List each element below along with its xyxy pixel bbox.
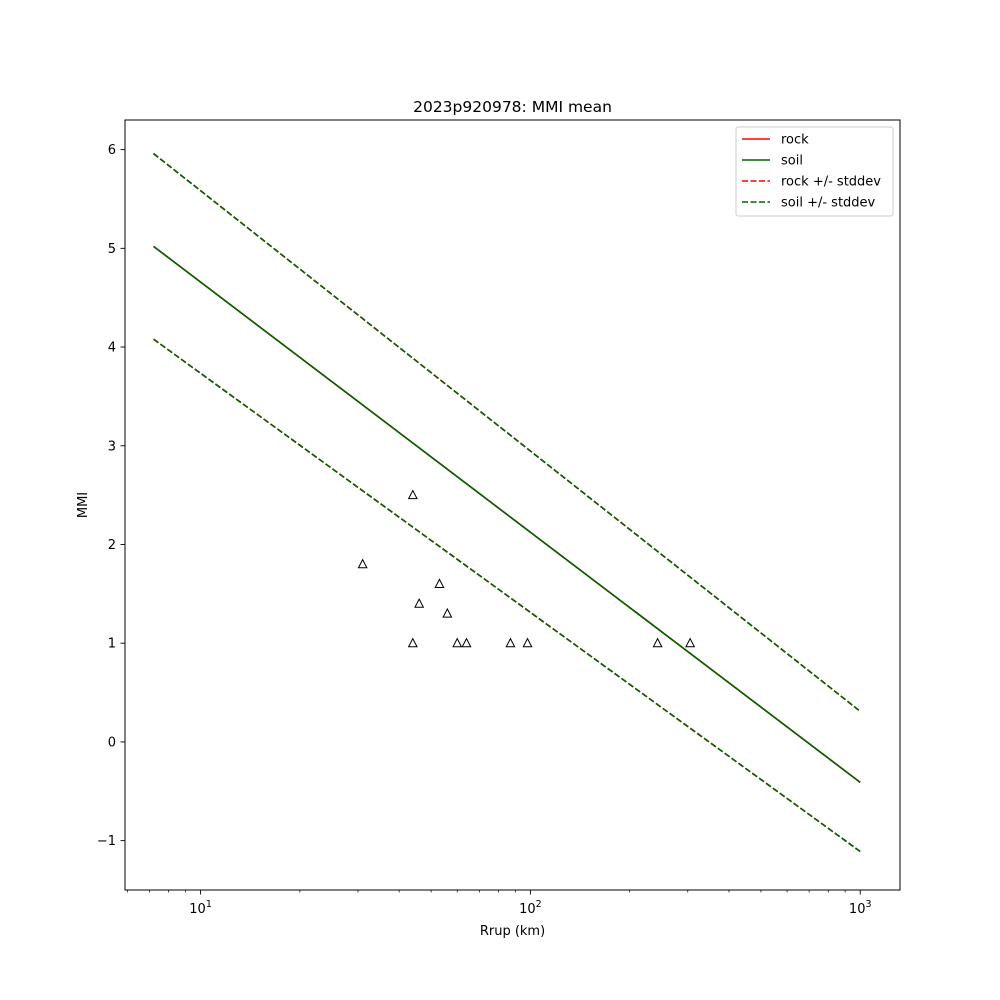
legend-box [735, 126, 894, 217]
chart-title: 2023p920978: MMI mean [413, 98, 612, 116]
observation-point [652, 637, 663, 648]
y-tick-label: 0 [108, 735, 116, 750]
observation-point [505, 637, 516, 648]
legend-label: rock +/- stddev [781, 175, 881, 190]
y-tick-label: 3 [108, 439, 116, 454]
legend-label: soil +/- stddev [781, 196, 876, 211]
plot-area [124, 119, 901, 891]
x-tick-label: 101 [189, 899, 212, 917]
legend-label: rock [781, 133, 809, 148]
y-axis: −1 0 1 2 3 4 5 6 [97, 143, 125, 849]
y-tick-label: 2 [108, 538, 116, 553]
y-tick-label: 5 [108, 242, 116, 257]
series-line-soil [153, 245, 861, 784]
observation-point [357, 558, 368, 569]
observation-point [685, 637, 696, 648]
observation-point [434, 578, 445, 588]
y-tick-label: 6 [108, 143, 116, 158]
observation-point [407, 637, 418, 648]
legend-label: soil [781, 154, 803, 169]
series-line-soil-stddev-1 [153, 152, 861, 712]
observation-point [461, 637, 472, 648]
legend: rock soil rock +/- stddev soil +/- stddev [735, 126, 894, 217]
y-tick-label: 1 [108, 637, 116, 652]
series-layer [153, 152, 861, 853]
points-layer [357, 489, 696, 648]
observation-point [522, 637, 533, 648]
observation-point [407, 489, 418, 500]
x-axis: 101 102 103 [127, 890, 872, 917]
x-tick-label: 102 [519, 899, 542, 917]
observation-point [452, 637, 463, 648]
x-axis-label: Rrup (km) [480, 924, 545, 939]
observation-point [414, 598, 425, 608]
y-tick-label: 4 [108, 341, 116, 356]
observation-point [442, 607, 453, 618]
series-line-soil-stddev-2 [153, 338, 861, 853]
y-axis-label: MMI [76, 492, 91, 518]
y-tick-label: −1 [97, 834, 116, 849]
x-tick-label: 103 [849, 899, 872, 917]
